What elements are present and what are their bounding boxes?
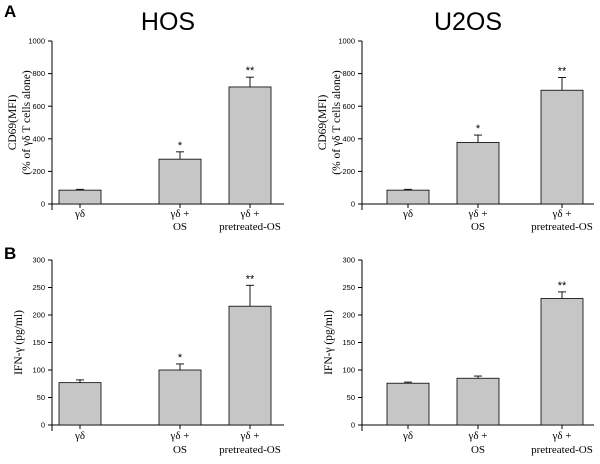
category-label: γδ [74, 208, 85, 220]
y-tick-label: 0 [41, 200, 45, 209]
y-tick-label: 150 [32, 338, 45, 347]
y-tick-label: 50 [347, 393, 355, 402]
category-label: OS [173, 221, 187, 233]
y-axis-label: (% of γδ T cells alone) [21, 70, 33, 175]
category-label: pretreated-OS [531, 444, 593, 456]
significance-marker: ** [246, 65, 255, 77]
category-label: γδ + [468, 430, 488, 442]
bar [58, 189, 102, 205]
bar [540, 298, 584, 426]
category-label: pretreated-OS [219, 221, 281, 233]
y-tick-label: 0 [351, 421, 355, 430]
y-tick-label: 250 [342, 283, 355, 292]
panel-label-a: A [4, 2, 16, 21]
y-axis-label: (% of γδ T cells alone) [331, 70, 343, 175]
y-tick-label: 200 [32, 311, 45, 320]
category-label: γδ + [240, 430, 260, 442]
bar [386, 382, 430, 426]
y-tick-label: 200 [32, 167, 45, 176]
y-axis-label: CD69(MFI) [317, 95, 329, 151]
category-label: γδ [74, 430, 85, 442]
category-label: γδ + [170, 430, 190, 442]
y-tick-label: 600 [32, 102, 45, 111]
y-tick-label: 1000 [338, 37, 355, 46]
significance-marker: ** [558, 66, 567, 78]
category-label: pretreated-OS [219, 444, 281, 456]
category-label: OS [471, 444, 485, 456]
category-label: γδ + [552, 208, 572, 220]
y-tick-label: 0 [41, 421, 45, 430]
y-tick-label: 200 [342, 311, 355, 320]
bar [386, 189, 430, 205]
significance-marker: ** [558, 280, 567, 292]
y-tick-label: 300 [32, 256, 45, 265]
category-label: γδ [402, 208, 413, 220]
y-tick-label: 300 [342, 256, 355, 265]
category-label: OS [173, 444, 187, 456]
y-tick-label: 100 [32, 366, 45, 375]
bar [158, 158, 202, 205]
category-label: OS [471, 221, 485, 233]
y-tick-label: 150 [342, 338, 355, 347]
category-label: γδ + [468, 208, 488, 220]
y-tick-label: 800 [32, 69, 45, 78]
y-axis-label: IFN-γ (pg/ml) [13, 310, 25, 375]
significance-marker: * [178, 352, 183, 364]
y-tick-label: 800 [342, 69, 355, 78]
panel-label-b: B [4, 244, 16, 263]
y-tick-label: 0 [351, 200, 355, 209]
bar [228, 86, 272, 205]
bar [158, 369, 202, 426]
y-tick-label: 400 [32, 134, 45, 143]
category-label: γδ + [240, 208, 260, 220]
category-label: γδ [402, 430, 413, 442]
y-tick-label: 100 [342, 366, 355, 375]
y-tick-label: 250 [32, 283, 45, 292]
category-label: γδ + [170, 208, 190, 220]
y-tick-label: 1000 [28, 37, 45, 46]
title-u2os: U2OS [434, 8, 502, 36]
bar [228, 305, 272, 426]
bar [456, 377, 500, 426]
category-label: γδ + [552, 430, 572, 442]
y-tick-label: 600 [342, 102, 355, 111]
y-axis-label: CD69(MFI) [7, 95, 19, 151]
y-axis-label: IFN-γ (pg/ml) [323, 310, 335, 375]
bar [456, 141, 500, 205]
y-tick-label: 400 [342, 134, 355, 143]
significance-marker: * [178, 140, 183, 152]
bar [58, 382, 102, 426]
title-hos: HOS [141, 8, 195, 36]
y-tick-label: 50 [37, 393, 45, 402]
category-label: pretreated-OS [531, 221, 593, 233]
chart-4: 0 50 100 150 200 250 300 ** γδ γδ + OS γδ + pretreat… [323, 256, 594, 456]
bar [540, 89, 584, 205]
y-tick-label: 200 [342, 167, 355, 176]
significance-marker: ** [246, 273, 255, 285]
significance-marker: * [476, 123, 481, 135]
